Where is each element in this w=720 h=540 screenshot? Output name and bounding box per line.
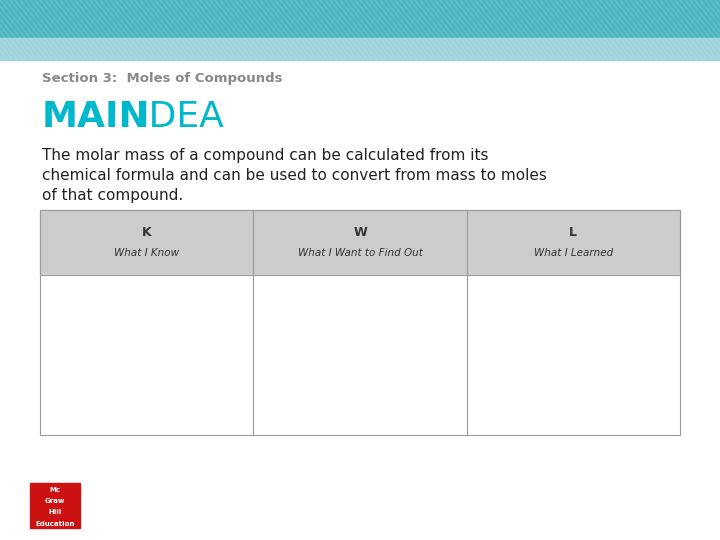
Text: Mc: Mc: [50, 487, 60, 492]
Text: Graw: Graw: [45, 498, 66, 504]
Text: of that compound.: of that compound.: [42, 188, 184, 203]
Text: What I Know: What I Know: [114, 247, 179, 258]
Bar: [40, 210, 680, 275]
Bar: [0, 0, 720, 38]
Text: Hill: Hill: [48, 509, 62, 515]
Text: The molar mass of a compound can be calculated from its: The molar mass of a compound can be calc…: [42, 148, 488, 163]
Text: chemical formula and can be used to convert from mass to moles: chemical formula and can be used to conv…: [42, 168, 547, 183]
Text: IDEA: IDEA: [138, 100, 224, 134]
Bar: [30, 483, 80, 528]
Text: MAIN: MAIN: [42, 100, 150, 134]
Bar: [40, 275, 680, 435]
Text: W: W: [353, 226, 367, 239]
Text: K: K: [142, 226, 151, 239]
Text: L: L: [570, 226, 577, 239]
Text: Section 3:  Moles of Compounds: Section 3: Moles of Compounds: [42, 72, 282, 85]
Text: What I Learned: What I Learned: [534, 247, 613, 258]
Bar: [40, 210, 680, 435]
Text: What I Want to Find Out: What I Want to Find Out: [297, 247, 423, 258]
Bar: [0, 38, 720, 60]
Text: Education: Education: [35, 521, 75, 526]
